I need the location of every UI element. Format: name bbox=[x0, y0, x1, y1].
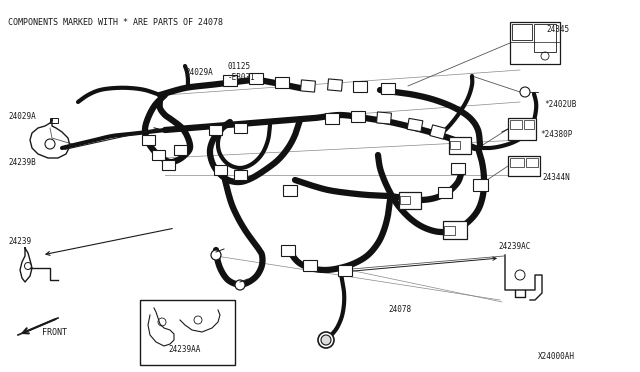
Bar bbox=[338, 264, 352, 276]
Bar bbox=[472, 179, 488, 191]
Bar bbox=[173, 145, 186, 155]
Text: 24239AC: 24239AC bbox=[498, 242, 531, 251]
Text: 24029A: 24029A bbox=[8, 112, 36, 121]
Bar bbox=[351, 110, 365, 122]
Bar bbox=[526, 158, 538, 167]
Bar bbox=[449, 137, 471, 154]
Bar bbox=[438, 186, 452, 198]
Circle shape bbox=[235, 280, 245, 290]
Text: 24029A: 24029A bbox=[185, 68, 212, 77]
Bar bbox=[140, 300, 235, 365]
Bar bbox=[328, 79, 342, 91]
Bar bbox=[508, 156, 540, 176]
Bar bbox=[50, 118, 58, 123]
Text: *24380P: *24380P bbox=[540, 130, 572, 139]
Bar bbox=[152, 150, 164, 160]
Circle shape bbox=[520, 87, 530, 97]
Bar bbox=[161, 160, 175, 170]
Text: 24239AA: 24239AA bbox=[168, 345, 200, 354]
Bar bbox=[234, 170, 246, 180]
Bar bbox=[381, 83, 395, 93]
Bar bbox=[301, 80, 316, 92]
Bar bbox=[451, 163, 465, 173]
Bar bbox=[325, 112, 339, 124]
Bar bbox=[249, 73, 263, 83]
Bar bbox=[524, 120, 534, 129]
Bar bbox=[508, 118, 536, 140]
Text: *2402UB: *2402UB bbox=[544, 100, 577, 109]
Bar bbox=[303, 260, 317, 270]
Bar bbox=[512, 24, 532, 40]
Circle shape bbox=[211, 250, 221, 260]
Bar bbox=[534, 24, 556, 52]
Bar bbox=[430, 125, 446, 139]
Bar bbox=[510, 158, 524, 167]
Bar bbox=[353, 80, 367, 92]
Bar bbox=[283, 185, 297, 196]
Bar bbox=[214, 165, 227, 175]
Text: COMPONENTS MARKED WITH * ARE PARTS OF 24078: COMPONENTS MARKED WITH * ARE PARTS OF 24… bbox=[8, 18, 223, 27]
Circle shape bbox=[321, 335, 331, 345]
Bar bbox=[444, 225, 455, 234]
Text: 24344N: 24344N bbox=[542, 173, 570, 182]
Bar bbox=[141, 135, 154, 145]
Bar bbox=[450, 141, 460, 149]
Text: 24239B: 24239B bbox=[8, 158, 36, 167]
Bar bbox=[376, 112, 392, 124]
Bar bbox=[281, 244, 295, 256]
Bar bbox=[400, 196, 410, 204]
Bar bbox=[510, 120, 522, 129]
Text: 24345: 24345 bbox=[546, 25, 569, 34]
Bar bbox=[399, 192, 421, 208]
Bar bbox=[275, 77, 289, 87]
Bar bbox=[407, 118, 423, 132]
Text: X24000AH: X24000AH bbox=[538, 352, 575, 361]
Text: 24239: 24239 bbox=[8, 237, 31, 246]
Bar bbox=[443, 221, 467, 239]
Bar bbox=[223, 74, 237, 86]
Bar bbox=[510, 22, 560, 64]
Bar bbox=[209, 125, 221, 135]
Text: -EB031: -EB031 bbox=[228, 73, 256, 82]
Text: FRONT: FRONT bbox=[42, 328, 67, 337]
Text: 24078: 24078 bbox=[388, 305, 411, 314]
Bar bbox=[234, 123, 246, 133]
Circle shape bbox=[318, 332, 334, 348]
Text: 01125: 01125 bbox=[228, 62, 251, 71]
